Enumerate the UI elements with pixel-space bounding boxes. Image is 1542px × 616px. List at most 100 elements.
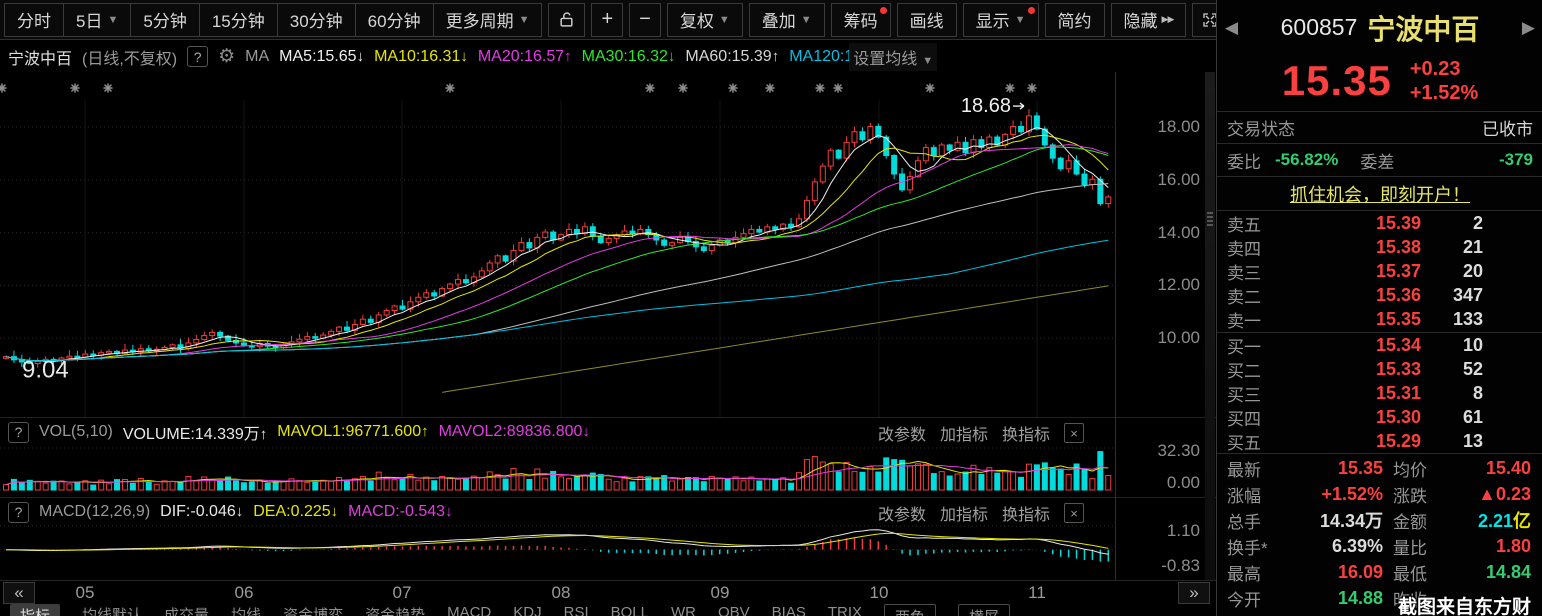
zoom-in-button[interactable]: + <box>591 2 624 37</box>
period-5min[interactable]: 5分钟 <box>130 3 198 36</box>
ask4-label: 卖四 <box>1227 240 1261 259</box>
draw-line-button[interactable]: 画线 <box>896 2 957 37</box>
strip-item[interactable]: 成交量 <box>164 607 210 616</box>
add-indicator-button[interactable]: 加指标 <box>940 427 989 444</box>
edit-params-button[interactable]: 改参数 <box>878 507 927 524</box>
period-5day[interactable]: 5日 ▼ <box>63 3 130 36</box>
change-value: ▲0.23 <box>1478 483 1531 504</box>
bid4-qty: 61 <box>1462 407 1483 427</box>
bid3-price[interactable]: 15.31 <box>1375 383 1421 403</box>
mavol1-value: MAVOL1:96771.600↑ <box>277 423 429 440</box>
chart-header: 宁波中百 (日线,不复权) ? ⚙ MA MA5:15.65↓ MA10:16.… <box>0 41 1216 72</box>
bid1-qty: 10 <box>1462 335 1483 355</box>
total-volume-value: 14.34万 <box>1319 511 1383 531</box>
divider <box>1217 453 1542 454</box>
ask5-label: 卖五 <box>1227 216 1261 235</box>
price-block: 15.35 +0.23 +1.52% <box>1217 52 1542 110</box>
display-label: 显示 <box>975 12 1010 31</box>
price-change: +0.23 +1.52% <box>1410 57 1478 105</box>
close-icon[interactable]: × <box>1064 423 1085 443</box>
help-icon[interactable]: ? <box>187 46 209 67</box>
ask4-price[interactable]: 15.38 <box>1375 237 1421 257</box>
ask1-qty: 133 <box>1452 309 1483 329</box>
bid1-price[interactable]: 15.34 <box>1375 335 1421 355</box>
bid5-price[interactable]: 15.29 <box>1375 431 1421 451</box>
divider <box>1217 332 1542 333</box>
gear-icon[interactable]: ⚙ <box>218 46 236 67</box>
ask1-label: 卖一 <box>1227 312 1261 331</box>
price-axis-tick: 12.00 <box>1157 275 1200 295</box>
strip-item[interactable]: RSI <box>563 604 589 616</box>
candlestick-chart[interactable]: 18.68 9.04 <box>0 72 1115 418</box>
open-account-link[interactable]: 抓住机会，即刻开户！ <box>1290 185 1470 205</box>
bid2-price[interactable]: 15.33 <box>1375 359 1421 379</box>
close-icon[interactable]: × <box>1064 503 1085 523</box>
period-60min[interactable]: 60分钟 <box>354 3 433 36</box>
strip-item[interactable]: 资金博弈 <box>283 607 344 616</box>
adjust-price-button[interactable]: 复权 ▼ <box>666 2 743 37</box>
macd-chart[interactable] <box>0 498 1115 580</box>
macd-panel-controls: 改参数 加指标 换指标 × <box>878 501 1085 525</box>
time-axis: « 05 06 07 08 09 10 11 » <box>0 580 1216 604</box>
period-30min[interactable]: 30分钟 <box>276 3 355 36</box>
volume-panel-controls: 改参数 加指标 换指标 × <box>878 421 1085 445</box>
dea-value: DEA:0.225↓ <box>253 503 339 520</box>
down-arrow-icon: ↓ <box>667 47 676 65</box>
period-minute[interactable]: 分时 <box>17 12 51 31</box>
strip-item[interactable]: 均线 <box>231 607 262 616</box>
help-icon[interactable]: ? <box>8 501 29 523</box>
strip-item[interactable]: 两色 <box>884 604 937 616</box>
simple-mode-button[interactable]: 简约 <box>1044 2 1105 37</box>
up-arrow-icon: ↑ <box>421 423 429 440</box>
more-periods-button[interactable]: 更多周期 ▼ <box>432 3 542 36</box>
next-stock-icon[interactable]: ▶ <box>1521 17 1535 37</box>
price-axis-tick: 14.00 <box>1157 222 1200 242</box>
strip-item[interactable]: 资金趋势 <box>365 607 426 616</box>
strip-item[interactable]: 均线默认 <box>82 607 143 616</box>
hide-button[interactable]: 隐藏 ▶▶ <box>1110 2 1187 37</box>
strip-tab-indicator[interactable]: 指标 <box>10 604 61 616</box>
volume-panel-header: ? VOL(5,10) VOLUME:14.339万↑ MAVOL1:96771… <box>0 418 870 446</box>
bid4-price[interactable]: 15.30 <box>1375 407 1421 427</box>
splitter-grip-icon <box>1207 212 1213 228</box>
ask3-price[interactable]: 15.37 <box>1375 261 1421 281</box>
caret-down-icon: ▼ <box>1014 13 1026 26</box>
ask-row-5: 卖五 15.39 2 <box>1217 211 1542 235</box>
edit-params-button[interactable]: 改参数 <box>878 427 927 444</box>
add-indicator-button[interactable]: 加指标 <box>940 507 989 524</box>
ma-settings-dropdown[interactable]: 设置均线 ▼ <box>849 42 938 71</box>
high-value: 16.09 <box>1337 561 1383 582</box>
strip-item[interactable]: OBV <box>717 604 750 616</box>
strip-item[interactable]: BOLL <box>610 604 649 616</box>
low-value: 14.84 <box>1485 561 1531 582</box>
display-button[interactable]: 显示 ▼ <box>962 2 1039 37</box>
switch-indicator-button[interactable]: 换指标 <box>1002 427 1051 444</box>
chart-symbol-name: 宁波中百 <box>8 50 73 68</box>
help-icon[interactable]: ? <box>8 421 29 443</box>
strip-item[interactable]: BIAS <box>771 604 806 616</box>
period-15min[interactable]: 15分钟 <box>198 3 277 36</box>
scroll-right-button[interactable]: » <box>1178 582 1210 604</box>
bid-row-2: 买二 15.33 52 <box>1217 357 1542 381</box>
scroll-left-button[interactable]: « <box>3 582 35 604</box>
ask2-price[interactable]: 15.36 <box>1375 285 1421 305</box>
bid3-label: 买三 <box>1227 386 1261 405</box>
chips-button[interactable]: 筹码 <box>830 2 891 37</box>
volume-chart[interactable] <box>0 418 1115 498</box>
strip-item[interactable]: MACD <box>447 604 492 616</box>
ask3-label: 卖三 <box>1227 264 1261 283</box>
prev-stock-icon[interactable]: ◀ <box>1225 17 1239 37</box>
ask1-price[interactable]: 15.35 <box>1375 309 1421 329</box>
overlay-button[interactable]: 叠加 ▼ <box>748 2 825 37</box>
strip-item[interactable]: WR <box>670 604 696 616</box>
panel-splitter[interactable] <box>1205 72 1215 580</box>
lock-button[interactable] <box>548 2 586 37</box>
ask2-qty: 347 <box>1452 285 1483 305</box>
strip-item[interactable]: 横屏 <box>958 604 1011 616</box>
ask5-price[interactable]: 15.39 <box>1375 213 1421 233</box>
strip-item[interactable]: TRIX <box>827 604 863 616</box>
zoom-out-button[interactable]: − <box>629 2 661 37</box>
switch-indicator-button[interactable]: 换指标 <box>1002 507 1051 524</box>
stats-row: 换手* 6.39% 量比 1.80 <box>1217 533 1542 559</box>
strip-item[interactable]: KDJ <box>513 604 542 616</box>
